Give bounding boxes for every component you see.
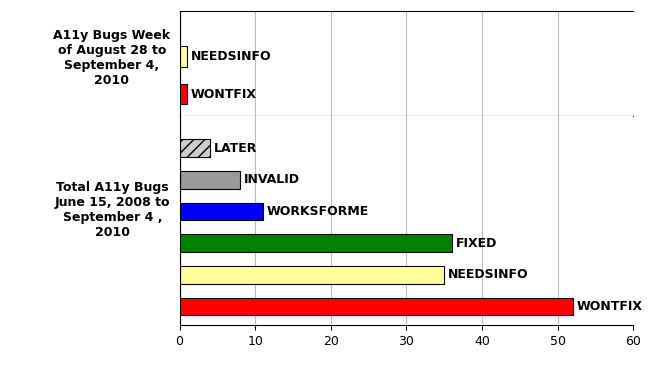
Bar xyxy=(180,234,452,252)
Text: WONTFIX: WONTFIX xyxy=(191,88,257,101)
Bar xyxy=(180,46,187,67)
Bar xyxy=(180,84,187,104)
Bar xyxy=(180,139,210,157)
Text: INVALID: INVALID xyxy=(244,173,300,186)
Bar xyxy=(180,171,240,188)
Bar xyxy=(180,203,263,220)
Text: WONTFIX: WONTFIX xyxy=(577,300,643,313)
Text: Total A11y Bugs
June 15, 2008 to
September 4 ,
2010: Total A11y Bugs June 15, 2008 to Septemb… xyxy=(55,181,170,239)
Text: WORKSFORME: WORKSFORME xyxy=(266,205,369,218)
Text: A11y Bugs Week
of August 28 to
September 4,
2010: A11y Bugs Week of August 28 to September… xyxy=(54,29,170,87)
Text: NEEDSINFO: NEEDSINFO xyxy=(191,50,272,63)
Text: NEEDSINFO: NEEDSINFO xyxy=(448,268,529,281)
Text: FIXED: FIXED xyxy=(456,237,497,250)
Bar xyxy=(180,298,573,315)
Text: LATER: LATER xyxy=(214,142,257,155)
Bar xyxy=(180,266,444,284)
